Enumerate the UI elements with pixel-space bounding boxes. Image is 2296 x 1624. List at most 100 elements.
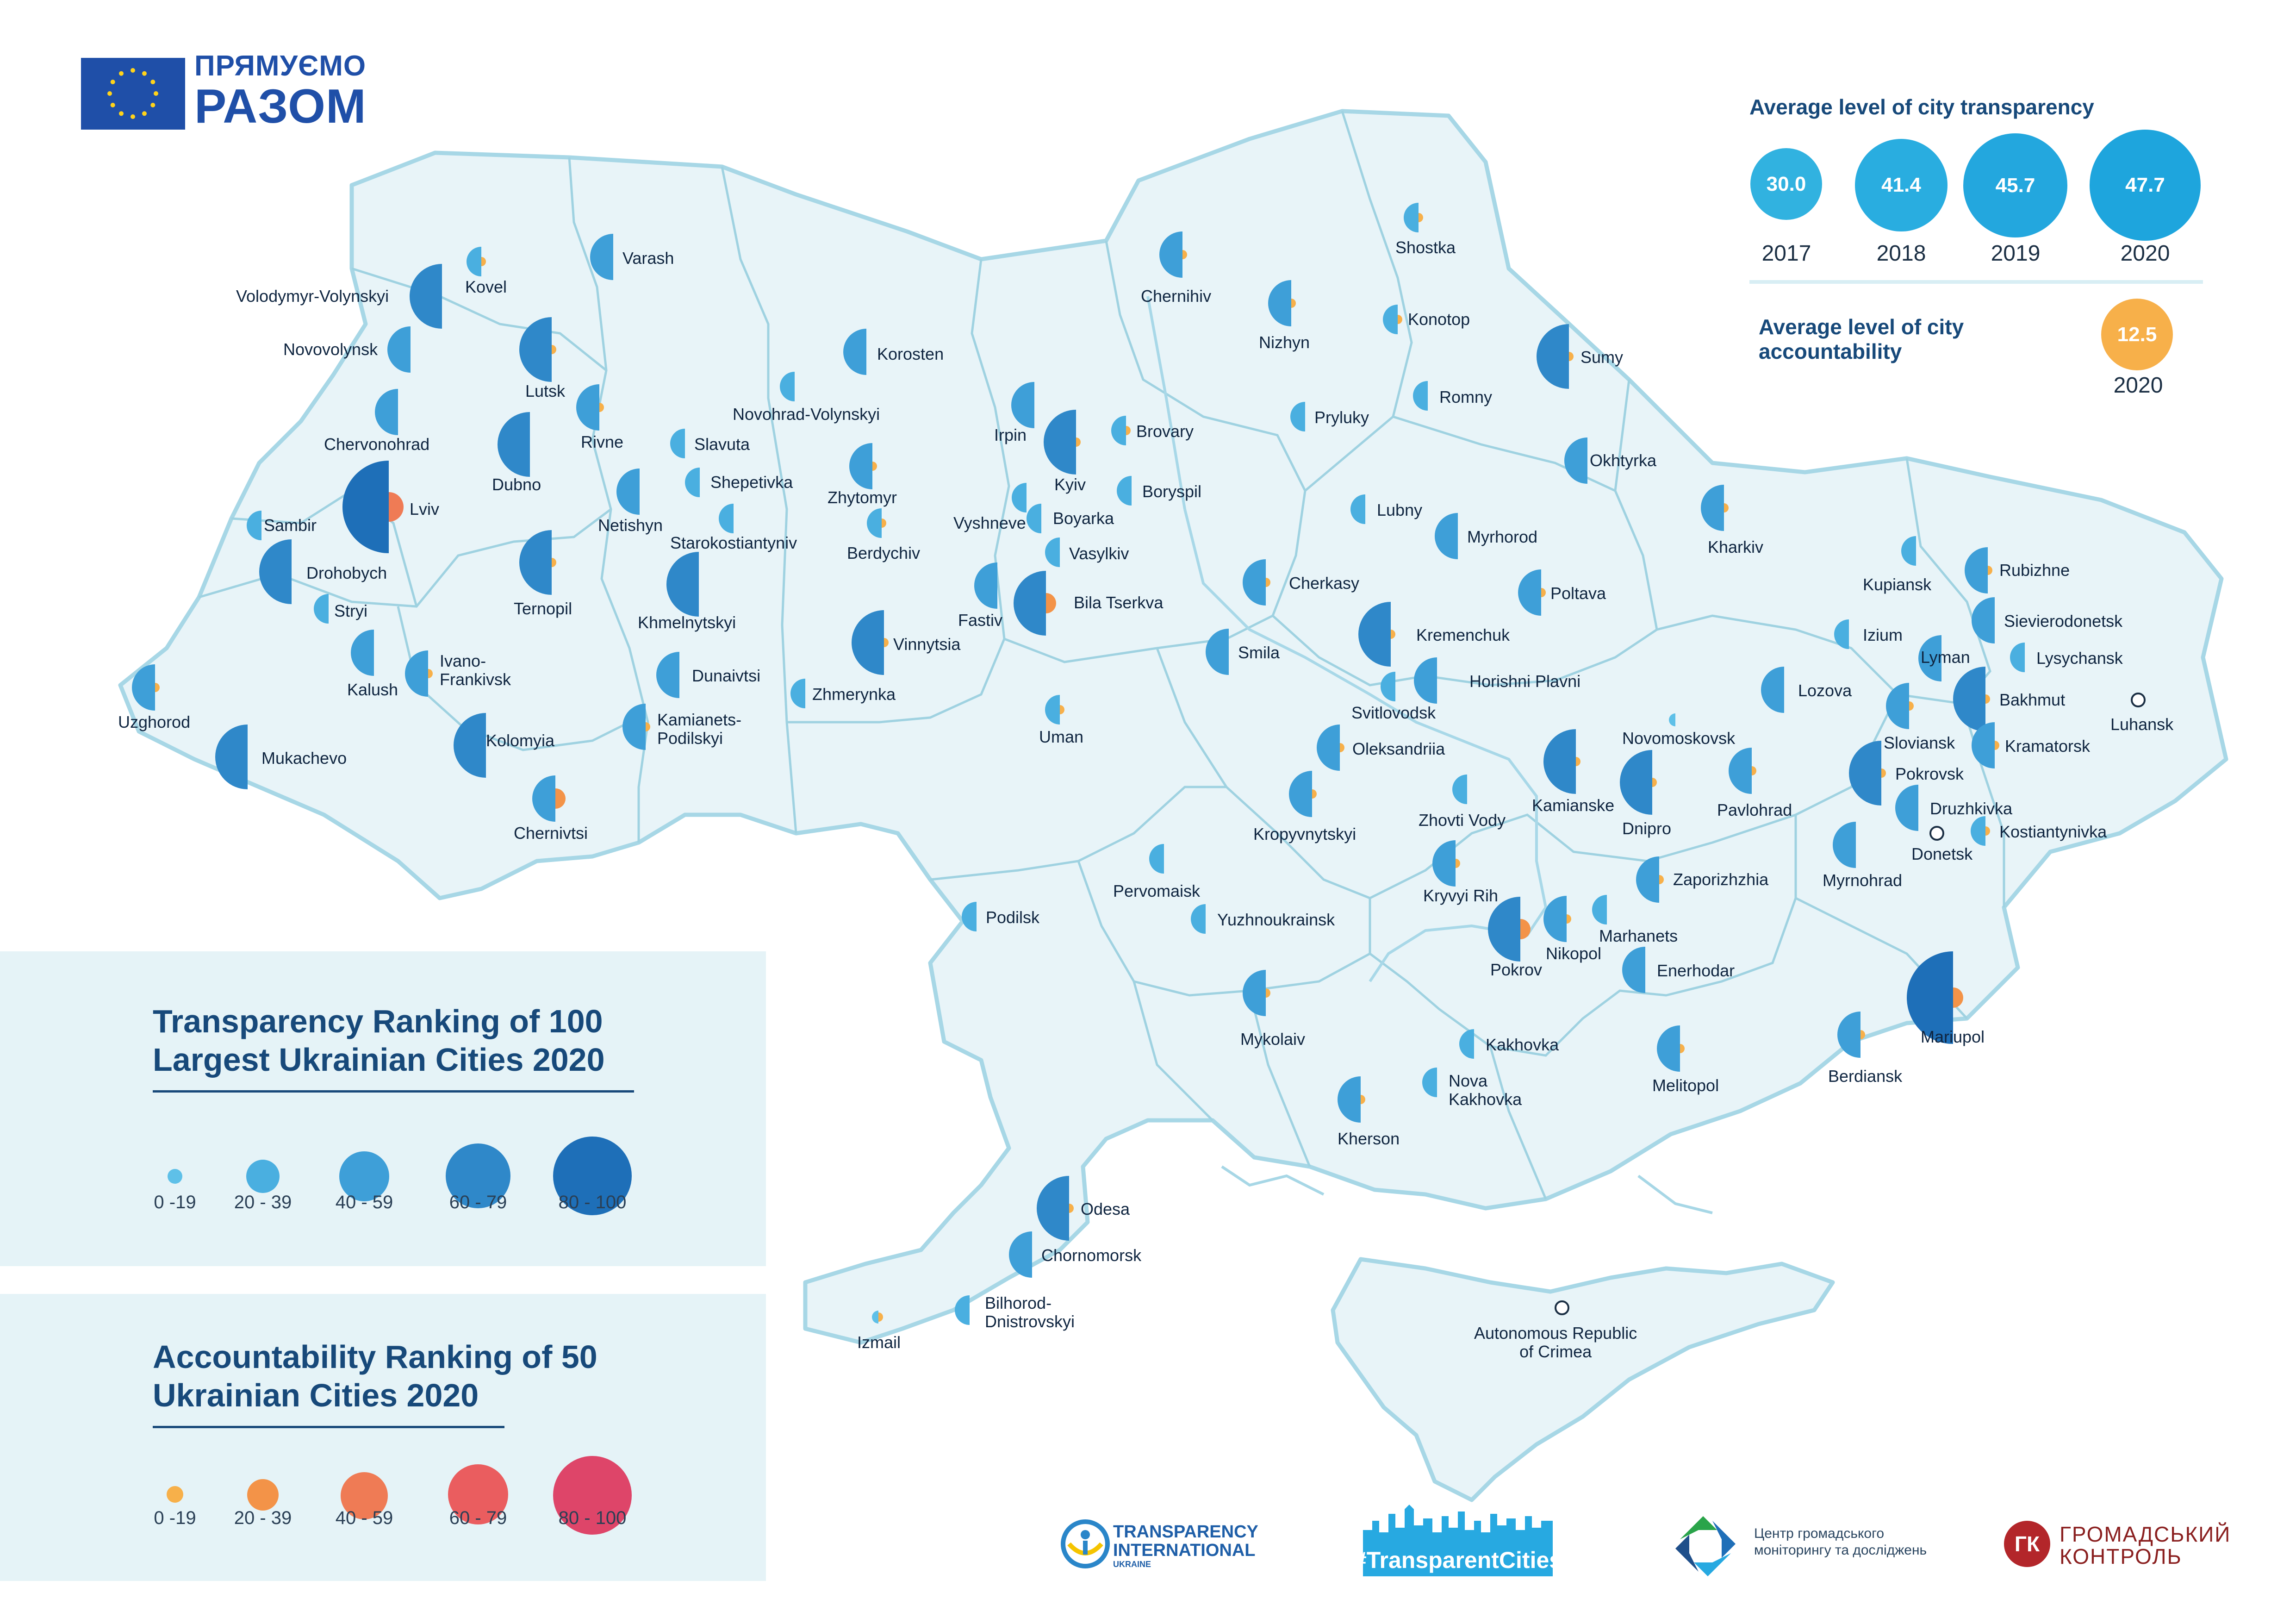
transparency-mark-kolomyia — [454, 713, 486, 778]
city-label-volodymyr-volynskyi: Volodymyr-Volynskyi — [236, 287, 389, 306]
eu-star — [142, 111, 147, 116]
year-2020: 2020 — [2120, 241, 2170, 266]
transparency-mark-enerhodar — [1622, 947, 1645, 993]
accountability-mark-poltava — [1541, 588, 1546, 597]
city-label-lyman: Lyman — [1921, 648, 1970, 667]
accountability-mark-berdychiv — [882, 518, 886, 528]
transparency-mark-uman — [1045, 695, 1060, 725]
accountability-range-1: 0 -19 — [154, 1508, 196, 1528]
city-label-boyarka: Boyarka — [1053, 509, 1114, 528]
city-label-kupiansk: Kupiansk — [1863, 575, 1932, 594]
transparency-average-2019: 45.7 — [1963, 133, 2067, 237]
transparency-mark-boryspil — [1117, 476, 1132, 506]
accountability-average-title: Average level of city accountability — [1759, 315, 1964, 364]
accountability-range-3: 40 - 59 — [335, 1508, 393, 1528]
accountability-dot-0-19 — [167, 1486, 183, 1503]
transparency-mark-poltava — [1518, 569, 1541, 616]
transparency-mark-khmelnytskyi — [666, 552, 699, 617]
city-label-shostka: Shostka — [1395, 238, 1456, 257]
transparency-mark-kamianets-podilskyi — [622, 704, 646, 750]
transparency-legend-underline — [153, 1090, 634, 1093]
accountability-legend-underline — [153, 1426, 504, 1428]
transparency-mark-mukachevo — [215, 725, 248, 789]
year-2019: 2019 — [1991, 241, 2041, 266]
transparency-legend: Transparency Ranking of 100 Largest Ukra… — [0, 951, 766, 1266]
accountability-mark-uman — [1060, 705, 1064, 714]
city-label-pryluky: Pryluky — [1314, 408, 1369, 427]
city-label-vyshneve: Vyshneve — [953, 513, 1026, 532]
transparency-mark-kakhovka — [1459, 1029, 1474, 1059]
city-label-kolomyia: Kolomyia — [486, 731, 555, 750]
accountability-mark-kamianske — [1576, 757, 1580, 766]
city-label-irpin: Irpin — [994, 425, 1027, 444]
transparency-mark-zhovti-vody — [1452, 775, 1467, 804]
partner-line2: РАЗОМ — [194, 80, 367, 133]
city-label-kyiv: Kyiv — [1054, 475, 1086, 494]
accountability-mark-nizhyn — [1291, 299, 1296, 308]
accountability-mark-kryvyi-rih — [1456, 859, 1460, 868]
accountability-mark-chernivtsi — [555, 788, 566, 809]
city-label-novomoskovsk: Novomoskovsk — [1622, 729, 1736, 748]
transparency-mark-myrnohrad — [1833, 822, 1856, 868]
city-label-lozova: Lozova — [1798, 681, 1852, 700]
eu-star — [110, 80, 115, 84]
cgm-line2: моніторингу та досліджень — [1754, 1543, 1927, 1558]
accountability-range-4: 60 - 79 — [449, 1508, 507, 1528]
transparency-mark-melitopol — [1657, 1025, 1680, 1072]
transparency-dot-40-59 — [339, 1151, 389, 1201]
transparency-mark-smila — [1206, 629, 1229, 675]
city-label-autonomous-republic-of-crimea: Autonomous Republic of Crimea — [1474, 1324, 1637, 1362]
accountability-mark-bakhmut — [1985, 694, 1990, 704]
transparency-mark-nova-kakhovka — [1422, 1068, 1437, 1097]
transparency-mark-lysychansk — [2010, 643, 2025, 672]
accountability-average-2020: 12.5 — [2101, 299, 2173, 370]
accountability-mark-chernihiv — [1182, 250, 1187, 259]
accountability-title-line2: accountability — [1759, 339, 1902, 363]
accountability-mark-melitopol — [1680, 1044, 1685, 1053]
city-label-chornomorsk: Chornomorsk — [1041, 1246, 1142, 1265]
transparency-mark-zhmerynka — [790, 679, 805, 708]
accountability-mark-mykolaiv — [1266, 988, 1270, 998]
city-label-rubizhne: Rubizhne — [1999, 561, 2070, 580]
accountability-range-2: 20 - 39 — [234, 1508, 292, 1528]
city-label-donetsk: Donetsk — [1911, 844, 1973, 863]
transparency-range-4: 60 - 79 — [449, 1192, 507, 1212]
city-label-zhmerynka: Zhmerynka — [812, 685, 896, 704]
accountability-mark-zaporizhzhia — [1659, 875, 1664, 884]
accountability-title-line1: Average level of city — [1759, 315, 1964, 339]
city-label-kakhovka: Kakhovka — [1486, 1035, 1559, 1054]
accountability-legend-title: Accountability Ranking of 50 Ukrainian C… — [153, 1339, 597, 1413]
city-label-okhtyrka: Okhtyrka — [1590, 451, 1657, 470]
partner-wordmark: ПРЯМУЄМО РАЗОМ — [194, 52, 398, 131]
transparency-mark-uzghorod — [132, 664, 155, 711]
city-label-zaporizhzhia: Zaporizhzhia — [1673, 870, 1769, 889]
city-marker-luhansk — [2131, 693, 2146, 707]
accountability-mark-rivne — [599, 403, 604, 412]
eu-star — [154, 91, 158, 96]
transparency-mark-sambir — [247, 511, 261, 540]
city-label-sumy: Sumy — [1580, 348, 1624, 367]
eu-star — [150, 103, 156, 107]
city-label-izmail: Izmail — [857, 1333, 901, 1352]
transparency-mark-kherson — [1338, 1076, 1361, 1123]
value-2018: 41.4 — [1881, 174, 1921, 196]
accountability-mark-lutsk — [552, 345, 556, 354]
city-label-fastiv: Fastiv — [958, 611, 1003, 630]
city-label-novohrad-volynskyi: Novohrad-Volynskyi — [733, 405, 880, 424]
accountability-mark-nikopol — [1567, 914, 1571, 924]
city-label-nizhyn: Nizhyn — [1259, 333, 1310, 352]
transparency-mark-myrhorod — [1435, 513, 1458, 559]
transparency-mark-sloviansk — [1886, 683, 1909, 729]
accountability-mark-sloviansk — [1909, 701, 1914, 711]
transparency-mark-slavuta — [670, 429, 685, 458]
city-label-yuzhnoukrainsk: Yuzhnoukrainsk — [1217, 910, 1335, 929]
transparency-mark-korosten — [843, 329, 866, 375]
ti-line2: INTERNATIONAL — [1113, 1541, 1256, 1560]
accountability-mark-kherson — [1361, 1095, 1365, 1104]
city-label-drohobych: Drohobych — [306, 563, 387, 582]
transparency-mark-kramatorsk — [1972, 722, 1995, 768]
city-label-smila: Smila — [1238, 643, 1280, 662]
accountability-mark-vinnytsia — [884, 638, 889, 647]
transparency-mark-pavlohrad — [1729, 748, 1752, 794]
transparency-mark-berdychiv — [867, 508, 882, 538]
